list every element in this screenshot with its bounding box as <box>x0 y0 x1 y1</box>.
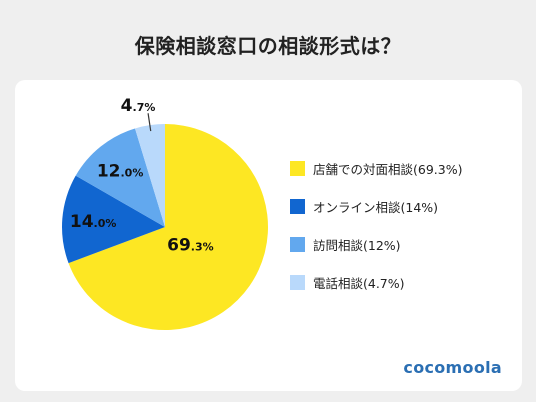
legend-item-1: 店舗での対面相談(69.3%) <box>290 158 462 178</box>
pie-slice-2 <box>61 175 165 264</box>
legend-swatch <box>290 274 305 290</box>
legend-label: 訪問相談(12%) <box>313 237 401 253</box>
legend-label: 店舗での対面相談(69.3%) <box>313 161 463 177</box>
chart-legend: 店舗での対面相談(69.3%) オンライン相談(14%) 訪問相談(12%) 電話相談… <box>290 158 462 310</box>
brand-logo: cocomoola <box>403 358 502 377</box>
pie-slice-1 <box>68 124 268 330</box>
chart-title: 保険相談窓口の相談形式は？ <box>134 34 402 58</box>
legend-label: 電話相談(4.7%) <box>313 275 405 291</box>
leader-line <box>147 113 152 132</box>
slice-label-4: 4.7% <box>121 96 156 116</box>
legend-swatch <box>290 160 305 176</box>
slice-label-2: 14.0% <box>70 212 117 232</box>
legend-item-2: オンライン相談(14%) <box>290 196 462 216</box>
chart-card: 69.3% 14.0% 12.0% 4.7% 店舗での対面相談(69.3%) オンライン… <box>15 80 522 391</box>
pie-chart: 69.3% 14.0% 12.0% 4.7% <box>61 96 268 330</box>
legend-label: オンライン相談(14%) <box>313 199 439 215</box>
legend-item-4: 電話相談(4.7%) <box>290 272 462 292</box>
slice-label-3: 12.0% <box>97 162 144 182</box>
legend-swatch <box>290 236 305 252</box>
slice-label-1: 69.3% <box>167 236 214 256</box>
legend-swatch <box>290 198 305 214</box>
legend-item-3: 訪問相談(12%) <box>290 234 462 254</box>
pie-slice-4 <box>135 124 165 227</box>
pie-slice-3 <box>75 128 165 227</box>
